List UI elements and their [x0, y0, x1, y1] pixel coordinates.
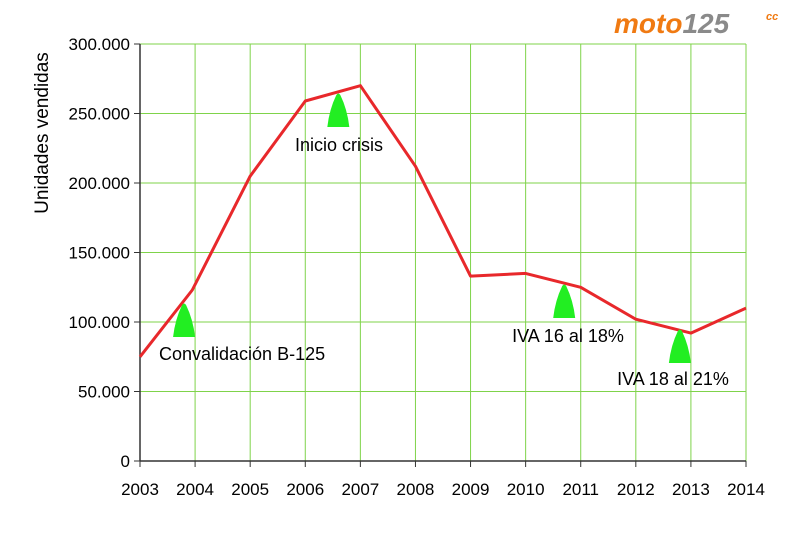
y-axis-label: Unidades vendidas — [32, 52, 53, 214]
sales-series-line — [138, 84, 747, 358]
annotation-label: IVA 16 al 18% — [512, 326, 624, 346]
annotation-label: Convalidación B-125 — [159, 344, 325, 364]
event-marker-icon — [173, 303, 196, 337]
x-tick-label: 2005 — [231, 480, 269, 499]
x-tick-label: 2011 — [562, 480, 599, 499]
svg-text:moto125: moto125 — [614, 8, 730, 39]
annotation-label: IVA 18 al 21% — [617, 369, 729, 389]
y-tick-label: 0 — [121, 452, 130, 471]
annotations: Convalidación B-125 Inicio crisis IVA 16 a… — [159, 93, 729, 389]
y-tick-label: 50.000 — [78, 383, 130, 402]
event-marker-icon — [553, 284, 576, 318]
x-tick-labels: 2003 2004 2005 2006 2007 2008 2009 2010 2011 2012… — [121, 480, 765, 499]
x-tick-label: 2014 — [727, 480, 765, 499]
y-tick-label: 200.000 — [69, 174, 130, 193]
series-line — [138, 84, 747, 358]
logo-suffix: cc — [766, 11, 778, 23]
x-tick-label: 2007 — [341, 480, 379, 499]
x-tick-label: 2009 — [452, 480, 490, 499]
x-tick-label: 2010 — [507, 480, 545, 499]
event-marker-icon — [668, 329, 691, 363]
y-tick-label: 300.000 — [69, 35, 130, 54]
x-tick-label: 2004 — [176, 480, 214, 499]
annotation-label: Inicio crisis — [295, 135, 383, 155]
x-tick-label: 2013 — [672, 480, 710, 499]
x-tick-label: 2012 — [617, 480, 655, 499]
grid — [140, 43, 747, 461]
y-tick-label: 100.000 — [69, 313, 130, 332]
logo-number: 125 — [682, 8, 729, 39]
logo-text: moto — [614, 8, 682, 39]
x-tick-label: 2003 — [121, 480, 159, 499]
y-tick-label: 250.000 — [69, 105, 130, 124]
axes — [134, 43, 747, 467]
x-tick-label: 2008 — [397, 480, 435, 499]
x-tick-label: 2006 — [286, 480, 324, 499]
y-tick-label: 150.000 — [69, 244, 130, 263]
y-tick-labels: 0 50.000 100.000 150.000 200.000 250.000 300.0… — [69, 35, 130, 471]
event-marker-icon — [327, 93, 350, 127]
moto125-logo: moto125 cc — [614, 8, 778, 39]
